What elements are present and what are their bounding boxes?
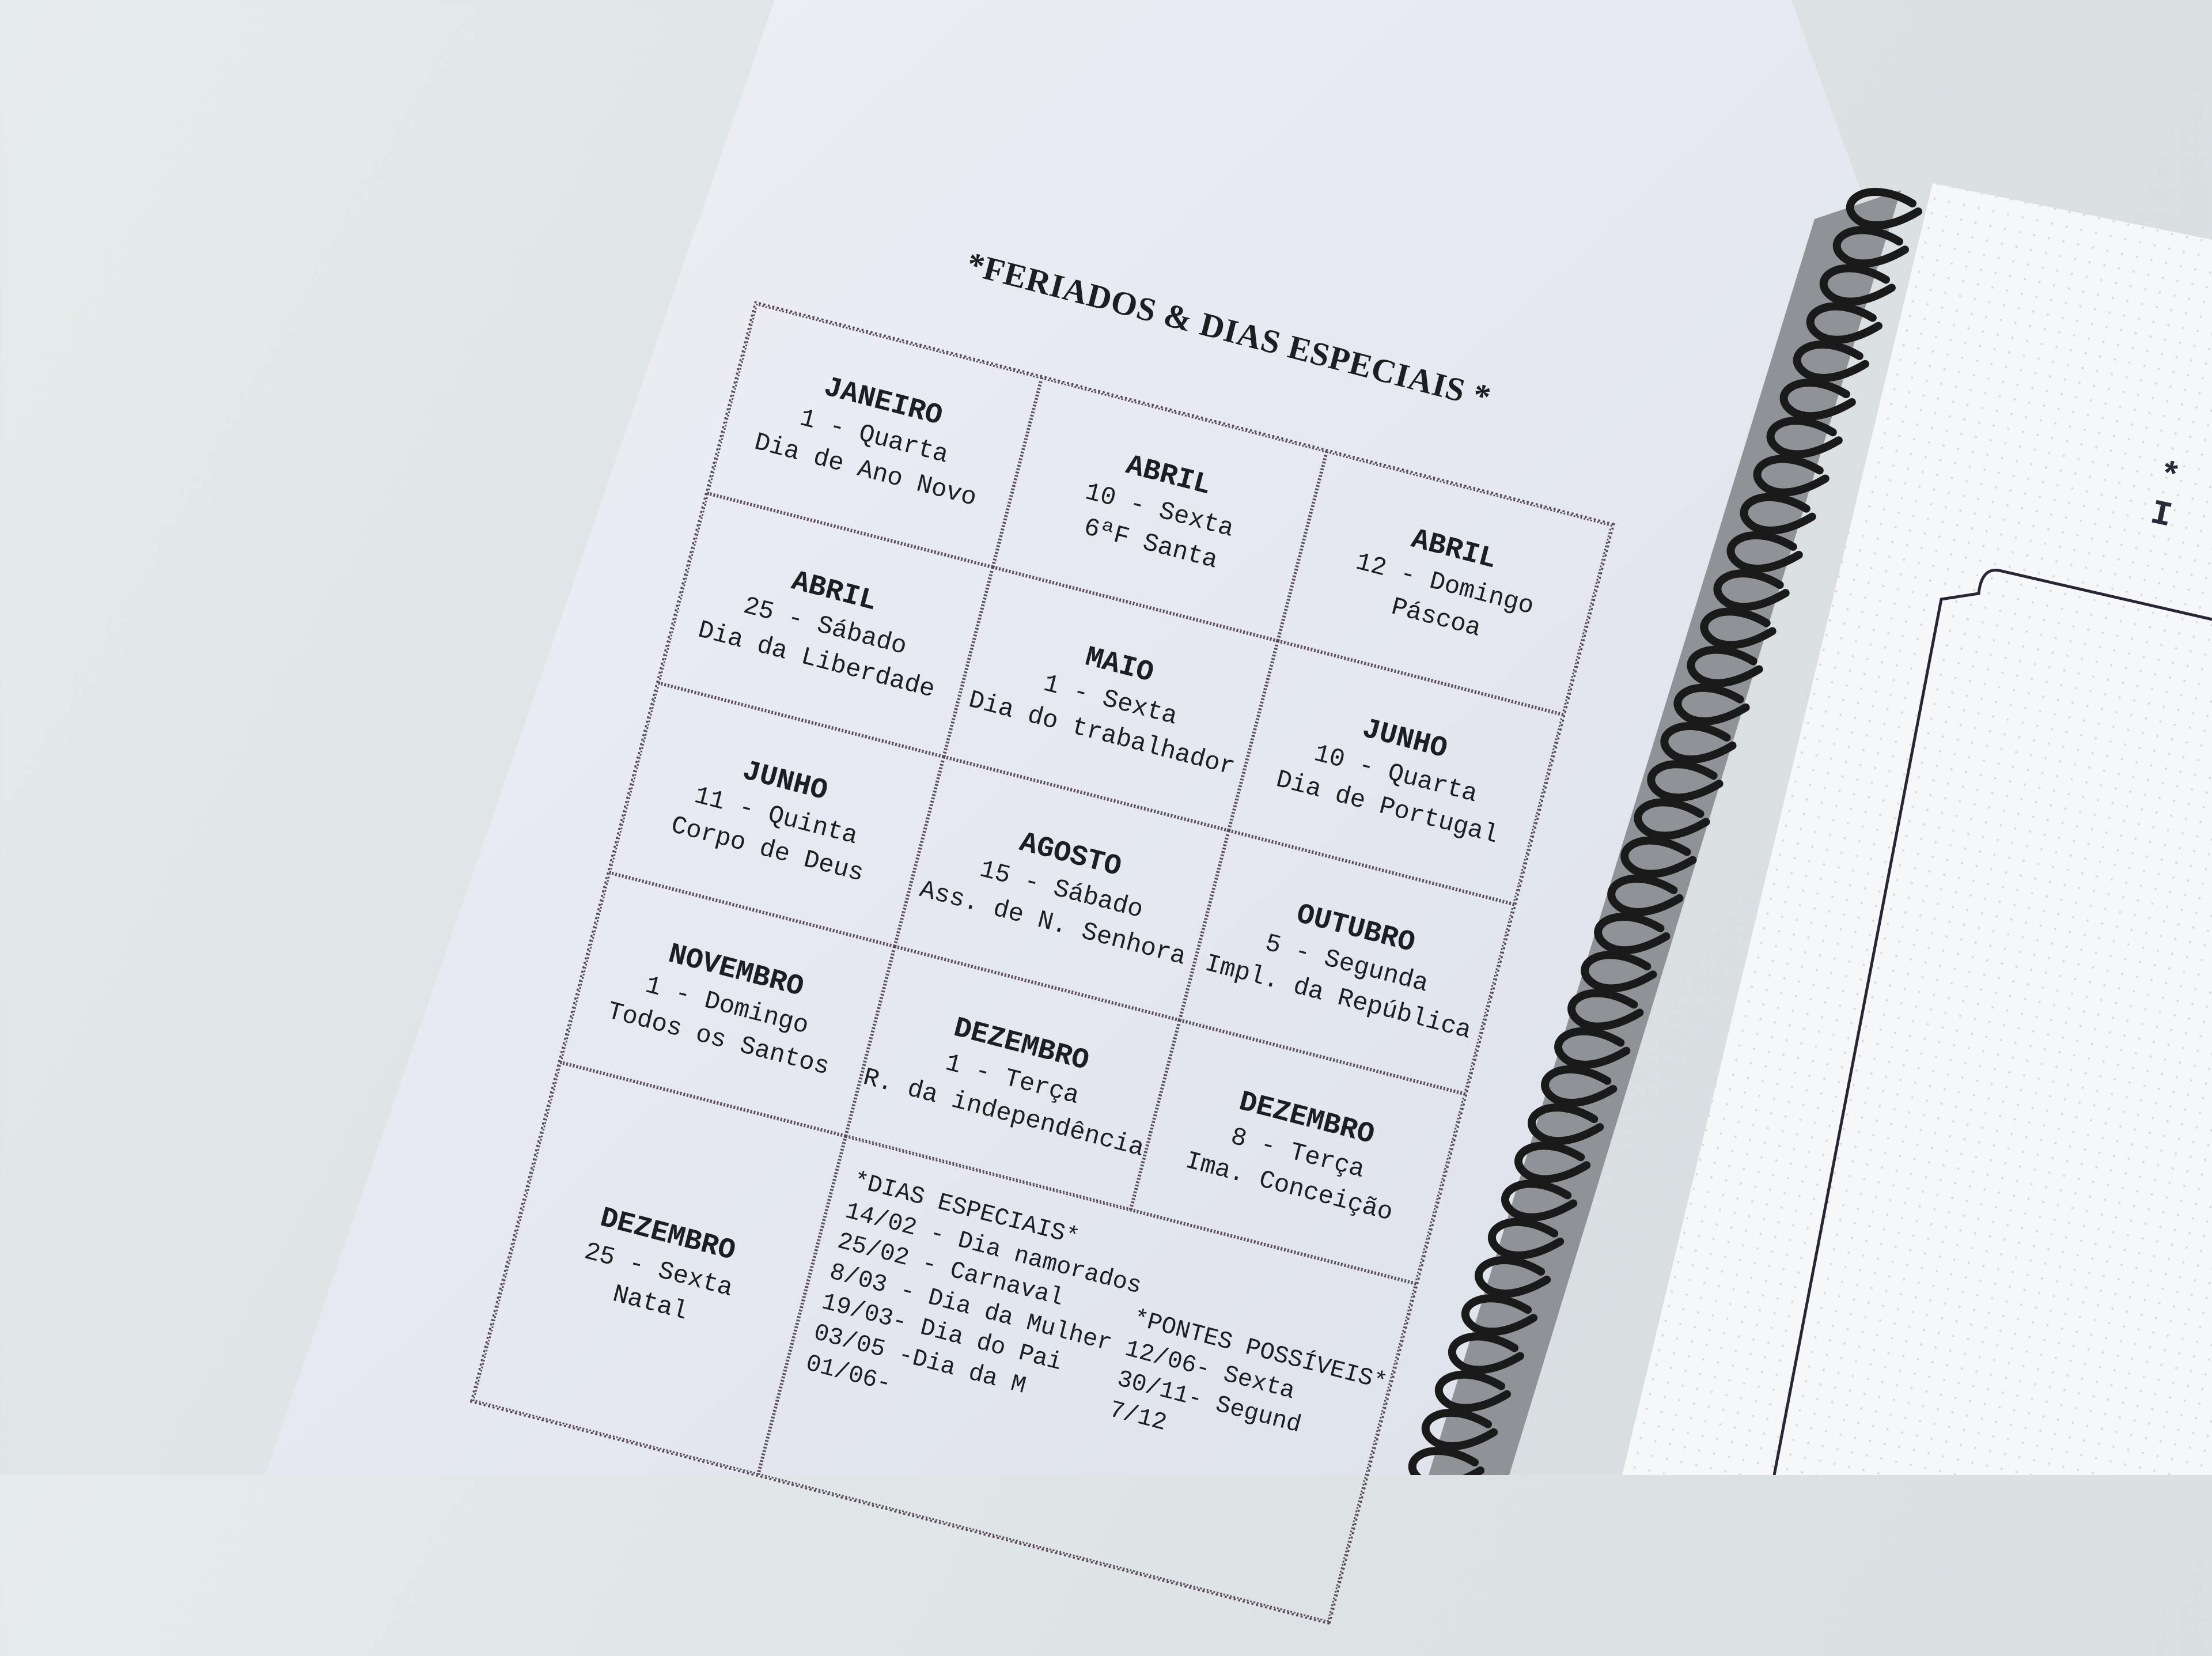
spiral-coil [1832, 226, 1909, 268]
spiral-coil [1700, 607, 1777, 649]
spiral-coil [1514, 1141, 1591, 1184]
spiral-coil [1567, 989, 1644, 1031]
spiral-coil [1673, 683, 1750, 725]
left-page [265, 0, 1861, 1475]
spiral-coil [1528, 1103, 1604, 1145]
spiral-coil [1487, 1218, 1565, 1260]
spiral-coil [1607, 874, 1684, 916]
background-scene [265, 0, 2212, 1475]
spiral-coil [1793, 340, 1869, 382]
spiral-coil [1408, 1447, 1484, 1475]
spiral-coil [1660, 722, 1737, 764]
spiral-coil [1594, 913, 1671, 955]
spiral-coil [1713, 569, 1790, 611]
special-days-list: *DIAS ESPECIAIS* 14/02 - Dia namorados 25/… [802, 1165, 1153, 1455]
spiral-coil [1554, 1027, 1631, 1069]
spiral-coil [1434, 1370, 1512, 1412]
spiral-coil [1620, 836, 1697, 878]
spiral-coil [1448, 1332, 1525, 1374]
spiral-coil [1501, 1179, 1578, 1222]
spiral-coil [1846, 188, 1922, 230]
spiral-coil [1753, 455, 1830, 497]
spiral-coil [1647, 760, 1724, 802]
spiral-coil [1474, 1256, 1551, 1298]
right-page-frame [1772, 569, 2212, 1475]
spiral-coil [1766, 417, 1843, 459]
right-page-dot-grid [1622, 183, 2212, 1475]
spiral-coil [1726, 531, 1803, 573]
spiral-coil [1541, 1065, 1618, 1107]
spiral-coil [1461, 1294, 1538, 1336]
spiral-coil [1421, 1408, 1498, 1450]
spiral-coil [1634, 798, 1710, 840]
spiral-coil [1740, 493, 1816, 535]
spiral-binding [1408, 188, 1922, 1475]
bridges-list: *PONTES POSSÍVEIS* 12/06- Sexta 30/11- Seg… [1106, 1303, 1391, 1490]
spiral-coil [1581, 951, 1657, 993]
spiral-coil [1806, 302, 1883, 344]
spiral-coil [1819, 264, 1896, 306]
spiral-coil [1687, 645, 1763, 687]
spiral-coil [1779, 379, 1856, 421]
